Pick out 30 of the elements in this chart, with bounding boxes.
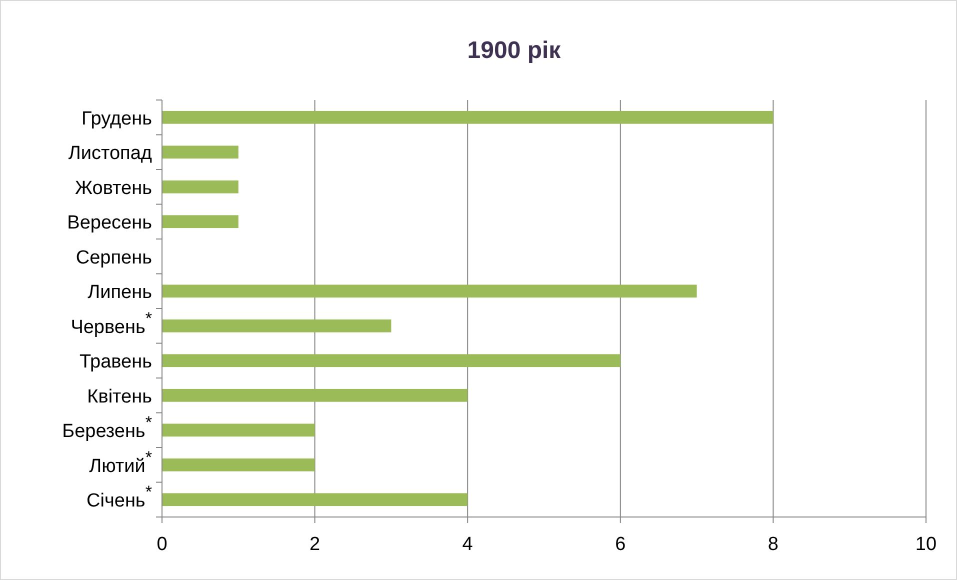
x-tick-label: 6: [615, 534, 626, 555]
x-tick-label: 4: [462, 534, 474, 555]
x-tick-label: 10: [915, 534, 937, 555]
y-tick-label: Вересень: [67, 212, 152, 234]
y-tick-label: Грудень: [82, 108, 152, 130]
y-tick-label: Червень$^{*}$: [70, 308, 152, 338]
bar: [162, 110, 774, 124]
y-tick-label: Листопад: [68, 143, 152, 164]
bar: [162, 424, 315, 437]
y-tick-label: Травень: [79, 352, 152, 373]
bar: [162, 146, 238, 159]
bar: [162, 388, 468, 402]
y-tick-label: Січень$^{*}$: [86, 482, 152, 512]
bar: [162, 180, 238, 194]
bar: [162, 215, 238, 228]
x-tick-label: 8: [768, 534, 778, 555]
y-tick-label: Квітень: [87, 386, 152, 408]
y-tick-label: Березень$^{*}$: [62, 412, 152, 442]
bar: [162, 319, 392, 332]
chart-title: 1900 рік: [467, 37, 562, 64]
bar: [162, 284, 697, 298]
x-tick-label: 2: [310, 534, 320, 555]
bar: [162, 493, 468, 506]
x-tick-label: 0: [156, 534, 168, 555]
y-tick-label: Липень: [88, 282, 152, 304]
y-tick-label: Жовтень: [74, 178, 152, 199]
bar: [162, 354, 620, 368]
bar: [162, 458, 315, 472]
y-tick-label: Серпень: [76, 247, 152, 268]
y-tick-label: Лютий$^{*}$: [89, 447, 152, 477]
